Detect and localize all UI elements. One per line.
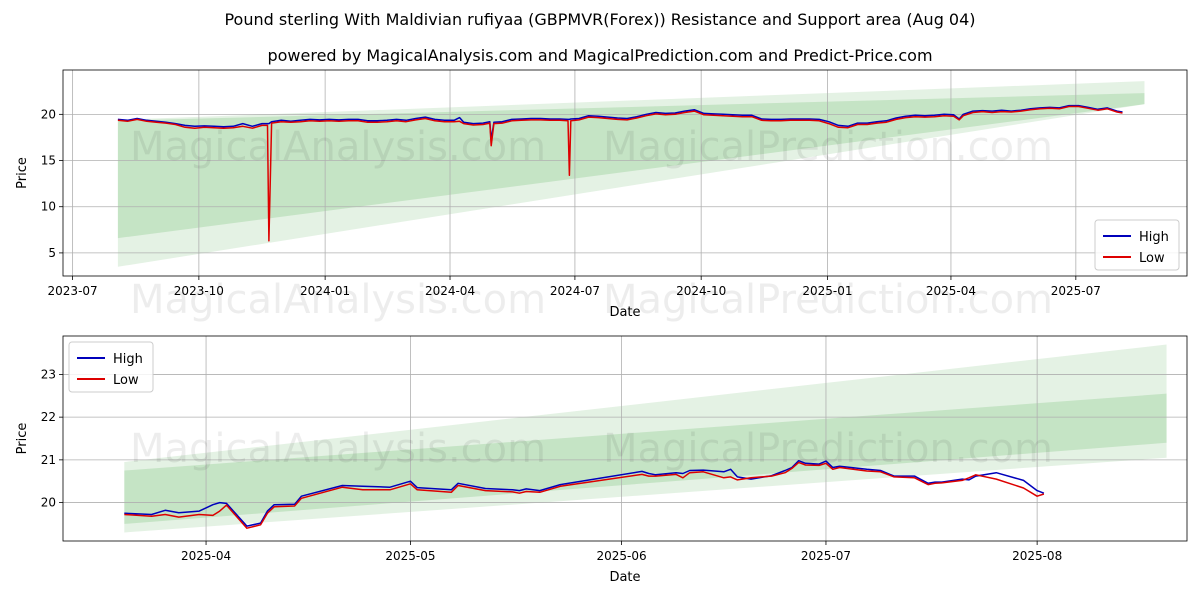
series-line-high	[124, 459, 1045, 527]
watermark-text: MagicalPrediction.com	[603, 277, 1053, 323]
y-tick-label: 22	[41, 410, 56, 424]
legend-label-low: Low	[113, 373, 139, 388]
x-tick-label: 2024-04	[425, 284, 475, 298]
x-tick-label: 2025-07	[801, 549, 851, 563]
y-tick-label: 21	[41, 453, 56, 467]
chart-panel-2: 2025-04 2025-05 2025-06 2025-07 2025-08 20 21 2…	[15, 335, 1188, 585]
y-tick-label: 5	[48, 246, 56, 260]
series-line-low	[117, 105, 1123, 242]
x-tick-label: 2025-04	[926, 284, 976, 298]
watermark-text: MagicalPrediction.com	[603, 124, 1053, 170]
series-line-low	[124, 461, 1045, 529]
x-tick-label: 2025-01	[802, 284, 852, 298]
y-tick-label: 15	[41, 154, 56, 168]
chart-subtitle: powered by MagicalAnalysis.com and Magic…	[267, 46, 933, 65]
x-tick-label: 2025-04	[181, 549, 231, 563]
support-resistance-dark-band	[124, 393, 1167, 524]
x-tick-label: 2024-10	[676, 284, 726, 298]
support-resistance-light-band	[124, 344, 1167, 533]
plot-frame	[62, 69, 1188, 277]
x-tick-label: 2023-07	[48, 284, 98, 298]
y-tick-label: 10	[41, 200, 56, 214]
legend-box	[1094, 219, 1180, 271]
y-tick-label: 20	[41, 496, 56, 510]
x-axis-label: Date	[609, 305, 640, 320]
watermark-text: MagicalAnalysis.com	[130, 124, 546, 170]
y-axis-label: Price	[15, 423, 30, 455]
legend: High Low	[68, 341, 154, 393]
x-tick-label: 2024-01	[300, 284, 350, 298]
support-resistance-dark-band	[117, 93, 1145, 239]
legend-box	[68, 341, 154, 393]
legend-label-high: High	[113, 352, 143, 367]
x-tick-label: 2023-10	[174, 284, 224, 298]
legend-label-low: Low	[1139, 251, 1165, 266]
y-tick-label: 20	[41, 107, 56, 121]
series-line-high	[117, 104, 1123, 141]
x-tick-label: 2024-07	[550, 284, 600, 298]
chart-title: Pound sterling With Maldivian rufiyaa (G…	[224, 10, 976, 29]
y-tick-label: 23	[41, 367, 56, 381]
legend-label-high: High	[1139, 230, 1169, 245]
x-tick-label: 2025-05	[385, 549, 435, 563]
x-tick-label: 2025-06	[597, 549, 647, 563]
support-resistance-light-band	[117, 81, 1145, 267]
y-axis-label: Price	[15, 157, 30, 189]
x-tick-label: 2025-08	[1012, 549, 1062, 563]
x-axis-label: Date	[609, 570, 640, 585]
plot-frame	[62, 335, 1188, 542]
watermark-text: MagicalAnalysis.com	[130, 277, 546, 323]
chart-panel-1: 2023-07 2023-10 2024-01 2024-04 2024-07 2024-…	[15, 69, 1188, 323]
watermark-text: MagicalAnalysis.com	[130, 426, 546, 472]
legend: High Low	[1094, 219, 1180, 271]
x-tick-label: 2025-07	[1051, 284, 1101, 298]
